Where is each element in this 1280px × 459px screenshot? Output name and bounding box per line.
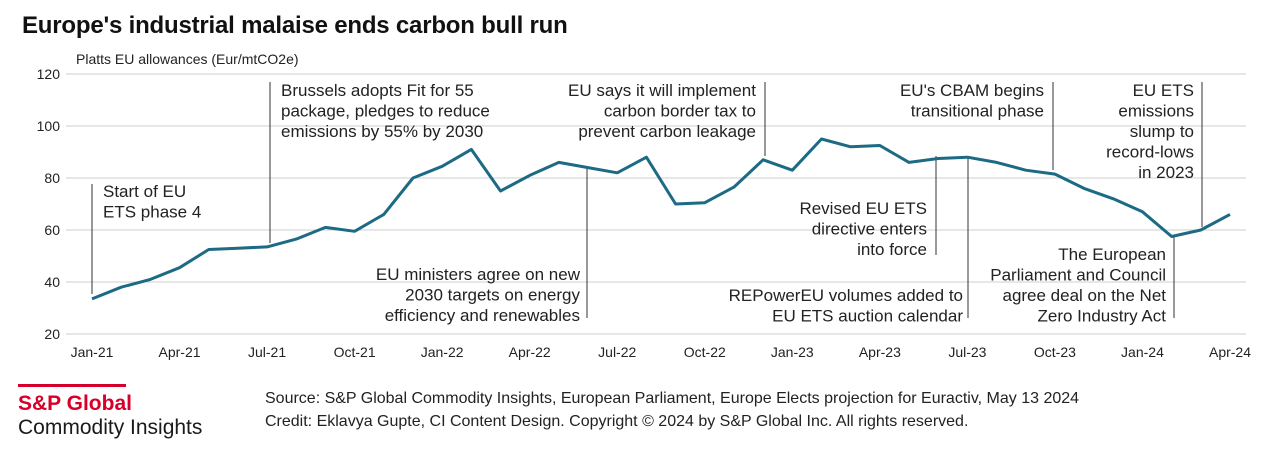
annotation-text: prevent carbon leakage xyxy=(578,122,756,141)
annotation: REPowerEU volumes added to EU ETS auction… xyxy=(729,286,964,326)
y-tick-label: 20 xyxy=(44,326,60,342)
annotation-text: transitional phase xyxy=(911,102,1044,121)
annotation: EU ministers agree on new 2030 targets on… xyxy=(376,265,581,325)
annotation: The European Parliament and Councilagree … xyxy=(990,245,1166,326)
annotation-text: carbon border tax to xyxy=(604,102,756,121)
annotation-text: agree deal on the Net xyxy=(1002,286,1166,305)
annotation-text: ETS phase 4 xyxy=(103,203,201,222)
x-tick-label: Apr-24 xyxy=(1209,344,1251,360)
x-axis-ticks: Jan-21 Apr-21 Jul-21 Oct-21 Jan-22 Apr-22 Jul-… xyxy=(71,344,1252,360)
grid-layer xyxy=(66,73,1246,335)
annotation-leaders xyxy=(91,82,1203,318)
annotation-text: directive enters xyxy=(812,220,927,239)
annotation-text: EU's CBAM begins xyxy=(900,81,1044,100)
y-axis-label: Platts EU allowances (Eur/mtCO2e) xyxy=(76,51,299,67)
annotation-layer: Start of EU ETS phase 4 Brussels adopts Fi… xyxy=(103,81,1194,326)
y-tick-label: 100 xyxy=(37,118,61,134)
y-tick-label: 60 xyxy=(44,222,60,238)
y-tick-label: 80 xyxy=(44,170,60,186)
x-tick-label: Jan-22 xyxy=(421,344,464,360)
annotation: Start of EU ETS phase 4 xyxy=(103,182,201,222)
annotation-text: EU ETS auction calendar xyxy=(772,307,963,326)
brand-logo-secondary: Commodity Insights xyxy=(18,416,203,439)
source-note: Source: S&P Global Commodity Insights, E… xyxy=(265,390,1080,407)
annotation-text: REPowerEU volumes added to xyxy=(729,286,963,305)
x-tick-label: Jul-23 xyxy=(948,344,986,360)
annotation-text: efficiency and renewables xyxy=(385,306,580,325)
x-tick-label: Oct-22 xyxy=(684,344,726,360)
annotation: Brussels adopts Fit for 55 package, pledg… xyxy=(281,81,490,141)
series-layer xyxy=(91,137,1231,301)
annotation-text: into force xyxy=(857,240,927,259)
credit-note: Credit: Eklavya Gupte, CI Content Design… xyxy=(265,413,969,430)
brand-logo-primary: S&P Global xyxy=(18,392,132,415)
annotation: EU's CBAM begins transitional phase xyxy=(900,81,1044,121)
x-tick-label: Jan-24 xyxy=(1121,344,1164,360)
x-tick-label: Oct-23 xyxy=(1034,344,1076,360)
brand-accent-bar xyxy=(18,384,126,387)
x-tick-label: Jul-22 xyxy=(598,344,636,360)
annotation-text: EU ETS xyxy=(1133,81,1194,100)
annotation-text: EU ministers agree on new xyxy=(376,265,581,284)
x-tick-label: Jan-21 xyxy=(71,344,114,360)
annotation-text: record-lows xyxy=(1106,143,1194,162)
x-tick-label: Oct-21 xyxy=(334,344,376,360)
series-line xyxy=(91,137,1231,301)
x-tick-label: Jan-23 xyxy=(771,344,814,360)
y-tick-label: 40 xyxy=(44,274,60,290)
page-title: Europe's industrial malaise ends carbon … xyxy=(22,12,568,39)
annotation-text: 2030 targets on energy xyxy=(405,286,580,305)
annotation-text: Start of EU xyxy=(103,182,186,201)
annotation-text: Revised EU ETS xyxy=(799,199,927,218)
annotation: EU says it will implement carbon border t… xyxy=(568,81,756,141)
x-tick-label: Apr-23 xyxy=(859,344,901,360)
x-tick-label: Apr-22 xyxy=(509,344,551,360)
x-tick-label: Apr-21 xyxy=(159,344,201,360)
y-axis-ticks: 20 40 60 80 100 120 xyxy=(37,66,61,342)
annotation-text: emissions by 55% by 2030 xyxy=(281,122,483,141)
annotation-text: EU says it will implement xyxy=(568,81,756,100)
annotation-text: package, pledges to reduce xyxy=(281,102,490,121)
y-tick-label: 120 xyxy=(37,66,61,82)
annotation-text: The European xyxy=(1058,245,1166,264)
annotation-text: slump to xyxy=(1130,122,1194,141)
annotation-text: Zero Industry Act xyxy=(1038,307,1167,326)
annotation-text: in 2023 xyxy=(1138,163,1194,182)
annotation-text: emissions xyxy=(1118,102,1194,121)
x-tick-label: Jul-21 xyxy=(248,344,286,360)
annotation-text: Parliament and Council xyxy=(990,266,1166,285)
annotation-text: Brussels adopts Fit for 55 xyxy=(281,81,474,100)
